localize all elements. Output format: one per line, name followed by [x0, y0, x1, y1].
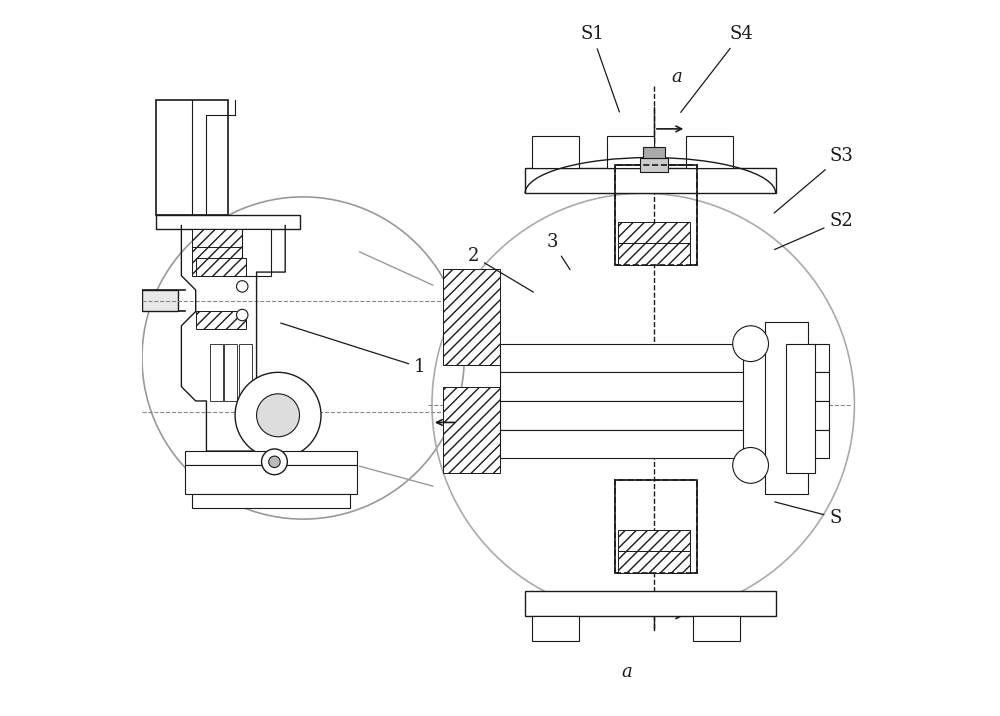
Circle shape	[257, 394, 300, 437]
Text: 1: 1	[281, 323, 426, 377]
Bar	[532, 616, 579, 641]
Bar	[192, 494, 350, 508]
Bar	[640, 158, 668, 172]
Circle shape	[269, 456, 280, 468]
Circle shape	[235, 372, 321, 458]
Bar	[142, 290, 178, 311]
Bar	[242, 229, 271, 276]
Circle shape	[262, 449, 287, 475]
Bar	[615, 480, 697, 573]
Bar	[196, 311, 246, 329]
Bar	[196, 258, 246, 276]
Circle shape	[237, 309, 248, 321]
Text: 2: 2	[468, 247, 533, 292]
Text: S4: S4	[681, 25, 753, 112]
Bar	[686, 136, 733, 168]
Bar	[500, 344, 829, 372]
Bar	[443, 268, 500, 365]
Bar	[618, 222, 690, 243]
Bar	[615, 480, 697, 573]
Text: S1: S1	[580, 25, 619, 112]
Bar	[786, 344, 815, 473]
Bar	[185, 465, 357, 494]
Bar	[643, 147, 665, 158]
Bar	[210, 344, 223, 401]
Bar	[500, 430, 829, 458]
Bar	[618, 551, 690, 573]
Bar	[443, 387, 500, 473]
Circle shape	[733, 448, 768, 483]
Bar	[525, 591, 776, 616]
Bar	[618, 530, 690, 551]
Bar	[615, 165, 697, 265]
Bar	[532, 136, 579, 168]
Bar	[185, 451, 357, 465]
Bar	[500, 401, 829, 430]
Bar	[156, 100, 228, 215]
Bar	[500, 372, 829, 401]
Bar	[156, 215, 300, 229]
Text: 3: 3	[547, 233, 570, 270]
Bar	[239, 344, 252, 401]
Bar	[765, 322, 808, 494]
Circle shape	[237, 281, 248, 292]
Bar	[192, 229, 264, 247]
Circle shape	[733, 326, 768, 362]
Bar	[192, 236, 242, 276]
Bar	[224, 344, 237, 401]
Text: S2: S2	[775, 211, 853, 249]
Bar	[607, 136, 654, 168]
Text: a: a	[672, 68, 683, 87]
Text: a: a	[622, 662, 632, 681]
Bar	[615, 165, 697, 265]
Bar	[525, 168, 776, 193]
Bar	[743, 344, 786, 473]
Bar	[618, 243, 690, 265]
Bar	[693, 616, 740, 641]
Text: S3: S3	[774, 147, 853, 213]
Text: S: S	[775, 502, 842, 527]
